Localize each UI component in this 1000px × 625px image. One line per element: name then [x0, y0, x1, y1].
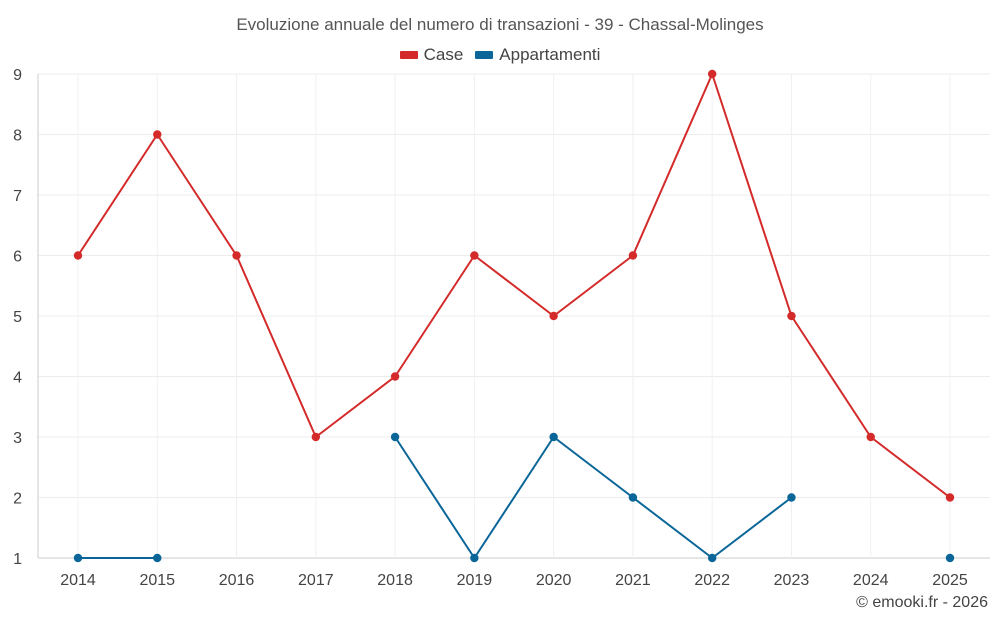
data-point-case-2019[interactable] [470, 251, 479, 260]
data-point-case-2025[interactable] [945, 493, 955, 502]
y-tick-label: 4 [13, 370, 22, 387]
y-tick-label: 3 [13, 430, 22, 447]
x-tick-label: 2021 [615, 572, 651, 589]
data-point-appartamenti-2015[interactable] [153, 553, 162, 563]
chart-series [73, 69, 955, 563]
y-tick-label: 6 [13, 249, 22, 266]
series-line-case [77, 73, 951, 499]
chart-title: Evoluzione annuale del numero di transaz… [236, 15, 764, 34]
x-tick-label: 2022 [694, 572, 730, 589]
data-point-case-2020[interactable] [549, 311, 558, 321]
x-tick-label: 2020 [536, 572, 572, 589]
data-point-appartamenti-2021[interactable] [628, 493, 638, 502]
data-point-case-2017[interactable] [311, 432, 321, 442]
legend-label-appartamenti: Appartamenti [499, 45, 601, 64]
data-point-case-2024[interactable] [866, 432, 875, 442]
data-point-appartamenti-2023[interactable] [787, 493, 796, 502]
chart-legend: Case Appartamenti [0, 45, 1000, 65]
legend-label-case: Case [423, 45, 464, 64]
chart-axes: 1 2 3 4 5 6 7 8 9 2014 2015 2016 2017 2018 2019 2020 202… [13, 67, 968, 589]
data-point-appartamenti-2014[interactable] [73, 553, 83, 563]
x-tick-label: 2025 [932, 572, 968, 589]
x-tick-label: 2014 [60, 572, 96, 589]
y-tick-label: 8 [13, 128, 22, 145]
x-tick-label: 2015 [139, 572, 175, 589]
y-tick-label: 7 [13, 188, 22, 205]
data-point-case-2014[interactable] [73, 251, 83, 260]
data-point-case-2016[interactable] [232, 251, 241, 260]
data-point-appartamenti-2019[interactable] [470, 553, 479, 563]
data-point-case-2018[interactable] [390, 372, 400, 381]
legend-item-case[interactable]: Case [399, 45, 464, 65]
data-point-case-2021[interactable] [628, 251, 638, 260]
credit-text: © emooki.fr - 2026 [856, 594, 988, 611]
data-point-case-2015[interactable] [153, 130, 162, 139]
series-line-appartamenti [394, 436, 793, 559]
y-tick-label: 9 [13, 67, 22, 84]
legend-swatch-appartamenti [475, 51, 494, 59]
x-tick-label: 2019 [457, 572, 493, 589]
y-tick-label: 2 [13, 491, 22, 508]
legend-swatch-case [399, 51, 418, 59]
data-point-appartamenti-2018[interactable] [390, 432, 400, 442]
x-tick-label: 2016 [219, 572, 255, 589]
data-point-appartamenti-2020[interactable] [549, 432, 558, 442]
data-point-case-2022[interactable] [707, 69, 717, 79]
x-tick-label: 2017 [298, 572, 334, 589]
x-tick-label: 2024 [853, 572, 889, 589]
data-point-case-2023[interactable] [787, 311, 796, 321]
data-point-appartamenti-2025[interactable] [945, 553, 955, 563]
data-point-appartamenti-2022[interactable] [707, 553, 717, 563]
y-tick-label: 5 [13, 309, 22, 326]
x-tick-label: 2018 [377, 572, 413, 589]
x-tick-label: 2023 [774, 572, 810, 589]
legend-item-appartamenti[interactable]: Appartamenti [475, 45, 600, 65]
y-tick-label: 1 [13, 551, 22, 568]
chart-grid [38, 73, 990, 559]
